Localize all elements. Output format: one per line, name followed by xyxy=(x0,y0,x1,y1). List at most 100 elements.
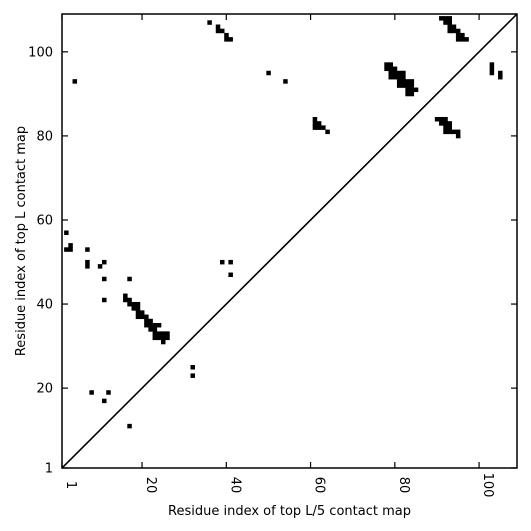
contact-point xyxy=(102,259,107,265)
contact-point xyxy=(127,423,132,429)
contact-point xyxy=(102,276,107,282)
contact-point xyxy=(455,32,461,38)
contact-point xyxy=(85,247,90,252)
contact-point xyxy=(388,66,394,72)
contact-point xyxy=(316,125,322,130)
contact-point xyxy=(64,247,69,252)
contact-point xyxy=(228,37,233,42)
contact-point xyxy=(148,327,153,332)
contact-point xyxy=(85,259,90,265)
contact-point xyxy=(405,91,410,97)
y-tick-label: 40 xyxy=(36,298,53,313)
contact-point xyxy=(396,70,402,76)
contact-point xyxy=(215,24,221,30)
contact-point xyxy=(388,74,394,80)
contact-point xyxy=(152,322,158,328)
contact-point xyxy=(64,230,69,235)
contact-point xyxy=(190,373,196,378)
contact-point xyxy=(392,74,398,80)
contact-point xyxy=(156,322,162,328)
contact-point xyxy=(396,74,402,80)
contact-point xyxy=(131,306,137,311)
contact-point xyxy=(405,79,410,84)
contact-point xyxy=(190,365,196,370)
contact-point xyxy=(447,24,452,30)
contact-point xyxy=(89,390,94,395)
contact-point xyxy=(405,87,410,93)
contact-point xyxy=(409,83,415,88)
contact-point xyxy=(312,121,318,126)
contact-point xyxy=(401,83,406,88)
contact-point xyxy=(131,301,137,307)
contact-point xyxy=(384,66,389,72)
contact-point xyxy=(219,259,225,265)
contact-point xyxy=(409,79,415,84)
contact-point xyxy=(165,331,170,336)
contact-point xyxy=(123,293,128,299)
contact-point xyxy=(447,129,452,135)
contact-point xyxy=(447,16,452,21)
contact-point xyxy=(439,116,444,122)
contact-point xyxy=(443,116,448,122)
contact-point xyxy=(144,318,149,324)
contact-point xyxy=(224,32,229,38)
contact-point xyxy=(127,276,132,282)
contact-point xyxy=(148,322,153,328)
contact-point xyxy=(498,74,503,80)
contact-point xyxy=(152,331,158,336)
x-tick-label: 80 xyxy=(396,477,411,494)
contact-point xyxy=(447,125,452,130)
contact-point xyxy=(68,247,73,252)
contact-point xyxy=(224,37,229,42)
contact-point xyxy=(127,301,132,307)
contact-point xyxy=(152,335,158,341)
contact-point xyxy=(409,91,415,97)
contact-point xyxy=(152,327,158,332)
contact-point xyxy=(443,16,448,21)
contact-point xyxy=(72,79,78,84)
contact-point xyxy=(228,272,233,278)
contact-point xyxy=(165,335,170,341)
x-tick-label: 20 xyxy=(143,477,158,494)
contact-point xyxy=(135,314,141,320)
contact-point xyxy=(447,28,452,34)
y-tick-label: 60 xyxy=(36,213,53,228)
y-tick-label: 20 xyxy=(36,382,53,397)
y-tick-label: 80 xyxy=(36,129,53,144)
contact-point xyxy=(455,28,461,34)
contact-point xyxy=(460,32,465,38)
contact-point xyxy=(161,331,166,336)
contact-point xyxy=(443,125,448,130)
contact-point xyxy=(321,125,326,130)
contact-point xyxy=(68,243,73,248)
contact-point xyxy=(439,121,444,126)
y-tick-label: 100 xyxy=(28,45,53,60)
contact-point xyxy=(283,79,288,84)
contact-point xyxy=(156,331,162,336)
contact-point xyxy=(215,28,221,34)
x-tick-label: 40 xyxy=(227,477,242,494)
contact-point xyxy=(135,306,141,311)
contact-point xyxy=(396,83,402,88)
contact-point xyxy=(498,70,503,76)
contact-point xyxy=(409,87,415,93)
contact-point xyxy=(489,70,495,76)
contact-point xyxy=(102,398,107,404)
x-tick-label: 100 xyxy=(480,473,495,498)
contact-point xyxy=(388,70,394,76)
contact-point xyxy=(312,116,318,122)
plot-frame xyxy=(61,13,518,469)
contact-point xyxy=(266,70,271,76)
contact-point xyxy=(148,318,153,324)
contact-point xyxy=(228,259,233,265)
contact-point xyxy=(439,16,444,21)
contact-point xyxy=(161,335,166,341)
contact-point xyxy=(455,37,461,42)
contact-point xyxy=(144,322,149,328)
contact-point xyxy=(443,20,448,25)
diagonal-line xyxy=(62,14,517,468)
contact-point xyxy=(127,297,132,303)
contact-point xyxy=(460,37,465,42)
